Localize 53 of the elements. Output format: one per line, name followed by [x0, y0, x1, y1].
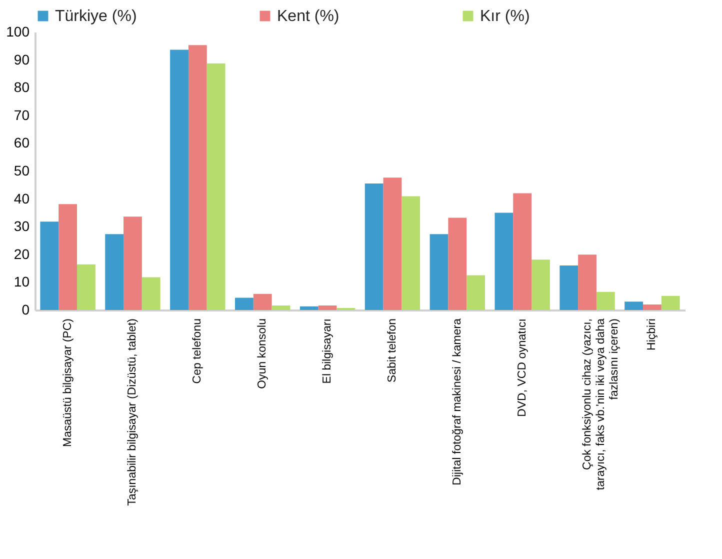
- y-tick-label: 100: [6, 24, 30, 40]
- bar: [364, 184, 384, 310]
- bar: [40, 222, 59, 310]
- bar: [430, 234, 448, 310]
- x-tick-label: Hiçbiri: [646, 318, 658, 350]
- bar: [513, 193, 532, 310]
- y-tick-label: 20: [14, 246, 30, 262]
- y-tick-label: 40: [14, 190, 30, 206]
- legend-label: Türkiye (%): [55, 8, 137, 25]
- bar: [300, 306, 318, 310]
- y-tick-label: 60: [14, 134, 30, 151]
- y-tick-label: 80: [14, 79, 30, 96]
- y-tick-label: 90: [14, 51, 30, 68]
- bar: [402, 196, 420, 310]
- bar: [624, 302, 644, 310]
- bar: [560, 266, 578, 310]
- x-tick-label: Oyun konsolu: [256, 318, 269, 389]
- bar: [532, 260, 550, 310]
- bar: [170, 50, 188, 310]
- bar: [318, 306, 337, 310]
- bar: [124, 216, 142, 310]
- bar: [466, 275, 485, 310]
- bar: [105, 234, 124, 310]
- bar: [494, 212, 514, 310]
- bar: [661, 296, 680, 310]
- x-tick-label: DVD, VCD oynatıcı: [516, 318, 528, 417]
- bar: [188, 45, 207, 310]
- bar: [235, 298, 254, 310]
- legend-label: Kır (%): [480, 8, 530, 25]
- bar: [206, 63, 226, 310]
- y-tick-label: 30: [14, 218, 30, 234]
- bar: [58, 204, 77, 310]
- bar: [596, 292, 615, 310]
- x-tick-label: El bilgisayarı: [322, 318, 334, 384]
- bar: [383, 178, 402, 310]
- x-tick-label: Taşınabilir bilgisayar (Dizüstü, tablet): [126, 318, 139, 506]
- bar: [253, 294, 272, 310]
- y-tick-label: 10: [14, 274, 30, 290]
- bar: [142, 277, 160, 310]
- legend-label: Kent (%): [277, 8, 340, 25]
- bar: [578, 254, 596, 310]
- x-tick-label: Dijital fotoğraf makinesi / kamera: [451, 318, 464, 486]
- y-tick-label: 50: [14, 162, 30, 178]
- y-tick-label: 70: [14, 106, 30, 123]
- x-tick-label: Cep telefonu: [192, 318, 204, 384]
- x-tick-label: Çok fonksiyonlu cihaz (yazıcı, tarayıcı, faks vb.'nin iki veya daha fazlasını içeren): [581, 318, 620, 490]
- bar: [643, 304, 662, 310]
- x-tick-label: Masaüstü bilgisayar (PC): [62, 318, 74, 447]
- y-tick-label: 0: [22, 302, 30, 318]
- bar: [76, 264, 96, 310]
- bar: [272, 306, 290, 310]
- x-tick-label: Sabit telefon: [386, 318, 398, 382]
- bar: [448, 218, 467, 310]
